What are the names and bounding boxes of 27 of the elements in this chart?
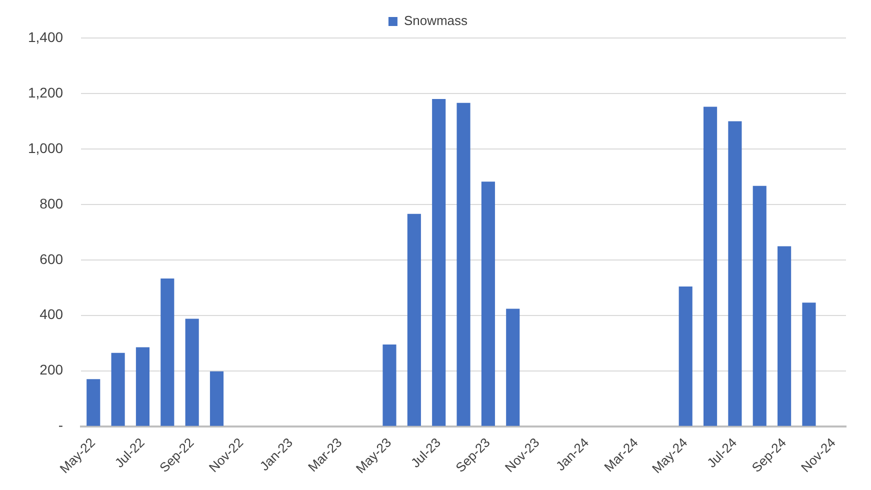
- bar: [407, 214, 421, 426]
- bar: [752, 186, 766, 426]
- bar: [728, 121, 742, 426]
- y-tick-label: 400: [40, 306, 64, 322]
- bar: [506, 308, 520, 426]
- bar: [481, 182, 495, 426]
- bar: [432, 99, 446, 426]
- bar: [778, 246, 792, 426]
- bar: [160, 278, 174, 426]
- y-tick-label: 1,200: [28, 84, 64, 100]
- bar: [111, 352, 125, 426]
- y-tick-label: 800: [40, 195, 64, 212]
- bar: [185, 318, 199, 426]
- bar: [678, 286, 692, 426]
- bar: [703, 106, 718, 426]
- bar: [382, 344, 396, 426]
- y-tick-label: 1,000: [28, 140, 64, 156]
- y-tick-label: 600: [40, 250, 64, 267]
- bar: [136, 347, 150, 426]
- y-tick-label: 200: [40, 362, 64, 378]
- bar: [456, 102, 470, 426]
- y-tick-label: -: [58, 417, 64, 434]
- bar: [210, 371, 224, 426]
- bar: [86, 379, 100, 426]
- bar: [802, 302, 816, 426]
- legend-label: Snowmass: [404, 13, 468, 28]
- y-tick-label: 1,400: [28, 28, 64, 45]
